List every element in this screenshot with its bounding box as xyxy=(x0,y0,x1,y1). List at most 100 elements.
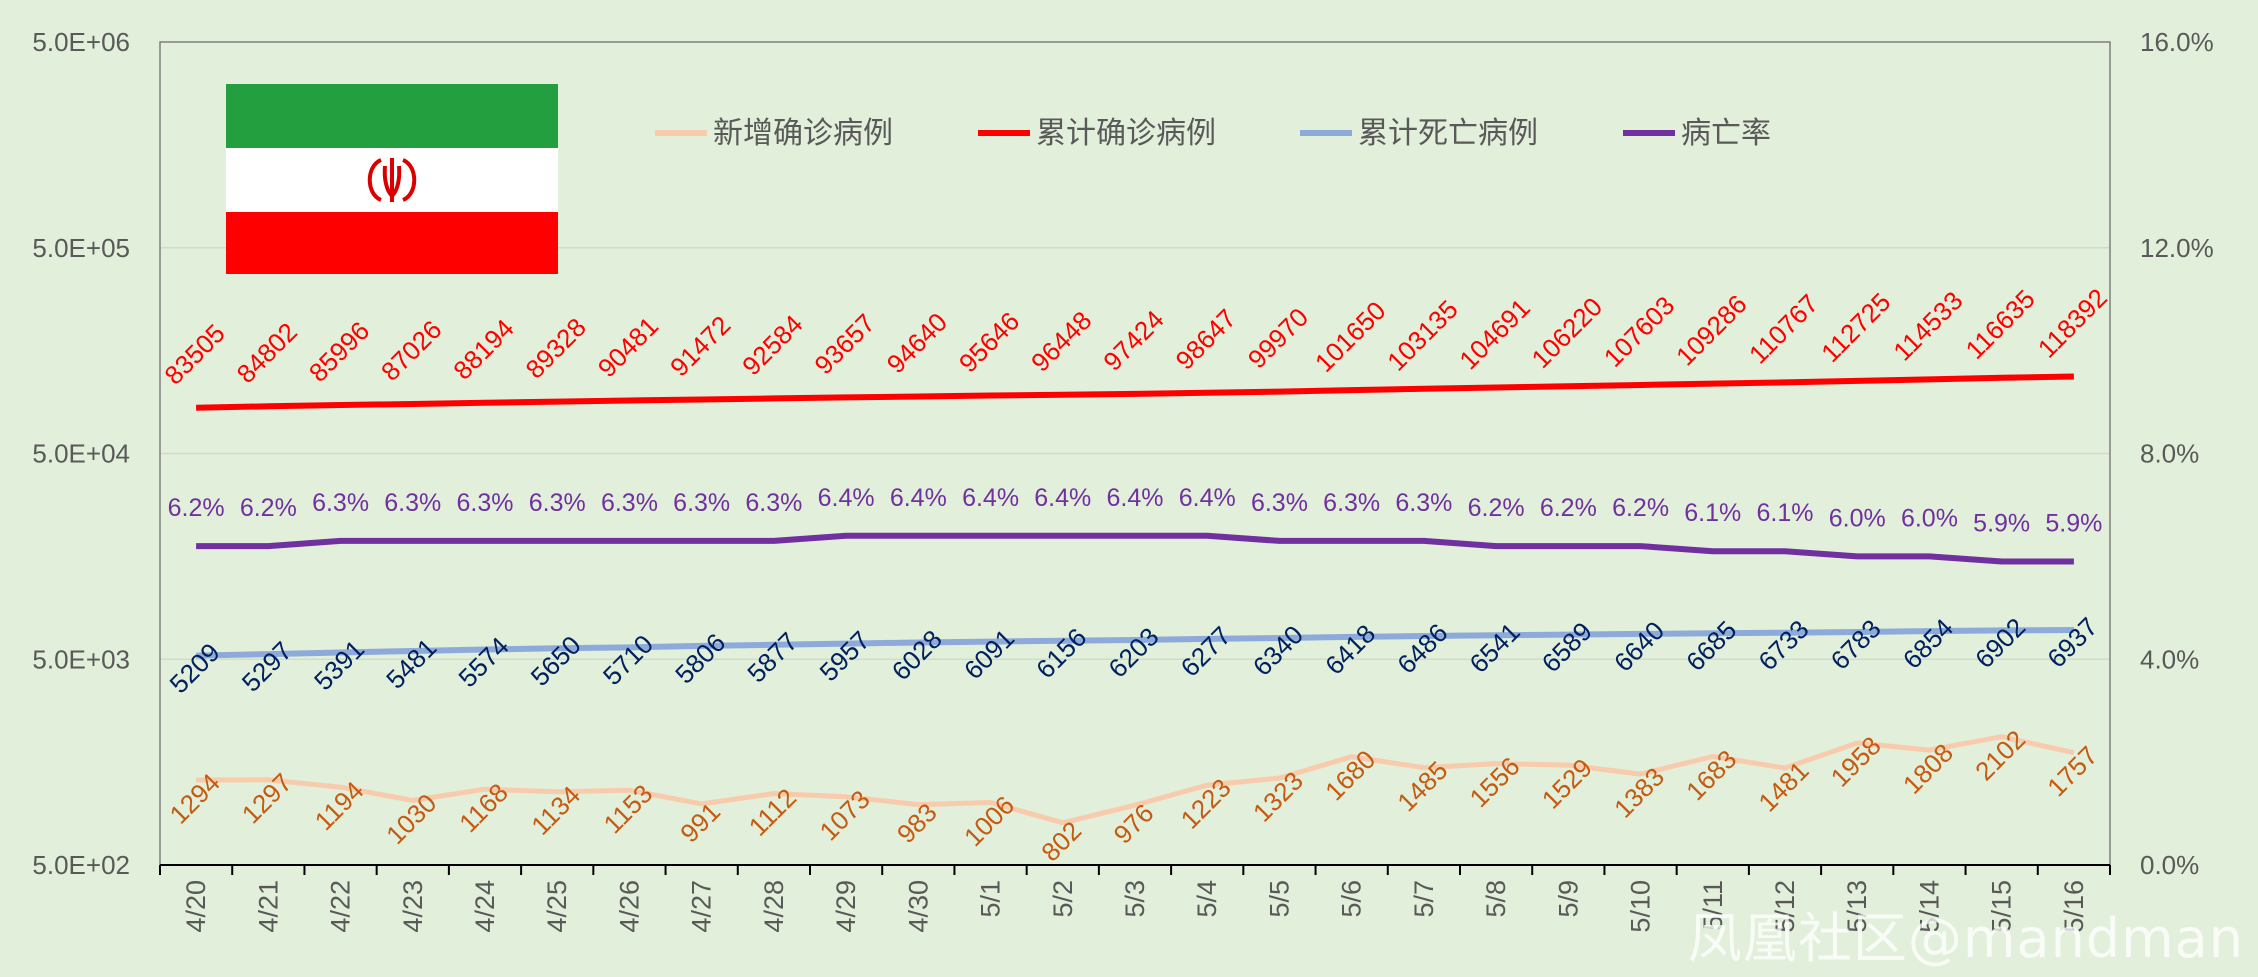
x-axis-tick-label: 5/9 xyxy=(1553,880,1583,918)
data-label-s2-14: 97424 xyxy=(1097,304,1169,376)
data-label-s4-18: 6.3% xyxy=(1395,489,1452,517)
data-label-s3-1: 5209 xyxy=(164,637,226,699)
x-axis-tick-label: 4/26 xyxy=(614,880,644,933)
data-label-s3-9: 5877 xyxy=(741,626,803,688)
data-label-s3-16: 6340 xyxy=(1247,619,1309,681)
data-label-s4-1: 6.2% xyxy=(168,494,225,522)
data-label-s2-11: 94640 xyxy=(881,307,953,379)
data-label-s4-24: 6.0% xyxy=(1829,504,1886,532)
data-label-s2-12: 95646 xyxy=(953,306,1025,378)
data-label-s2-19: 104691 xyxy=(1453,293,1536,376)
data-label-s3-11: 6028 xyxy=(886,624,948,686)
left-axis: 5.0E+02 5.0E+03 5.0E+04 5.0E+05 5.0E+06 xyxy=(32,27,130,880)
data-label-s1-13: 802 xyxy=(1035,815,1087,867)
data-label-s2-9: 92584 xyxy=(736,309,808,381)
data-label-s2-25: 114533 xyxy=(1887,285,1968,366)
data-label-s1-8: 991 xyxy=(674,796,726,848)
x-axis-tick-label: 5/16 xyxy=(2059,880,2089,933)
data-label-s3-8: 5806 xyxy=(669,627,731,689)
x-axis-tick-label: 4/25 xyxy=(542,880,572,933)
x-axis-tick-label: 4/28 xyxy=(759,880,789,933)
data-label-s1-20: 1529 xyxy=(1536,753,1598,815)
x-axis-tick-label: 5/4 xyxy=(1192,880,1222,918)
flag-emblem-icon xyxy=(367,158,417,202)
data-label-s2-16: 99970 xyxy=(1242,302,1314,374)
x-axis-tick-label: 5/3 xyxy=(1120,880,1150,918)
data-label-s1-12: 1006 xyxy=(958,790,1020,852)
left-axis-tick-label: 5.0E+03 xyxy=(32,644,130,674)
legend: 新增确诊病例 累计确诊病例 累计死亡病例 病亡率 xyxy=(655,116,1771,151)
series-line-1 xyxy=(196,734,2075,826)
data-label-s1-5: 1168 xyxy=(453,777,514,838)
x-axis-tick-label: 5/15 xyxy=(1987,880,2017,933)
flag-green-stripe xyxy=(226,84,558,148)
data-label-s1-7: 1153 xyxy=(598,778,659,839)
data-label-s4-23: 6.1% xyxy=(1757,499,1814,527)
x-axis-tick-label: 4/23 xyxy=(398,880,428,933)
data-label-s4-12: 6.4% xyxy=(962,484,1019,512)
data-label-s4-2: 6.2% xyxy=(240,494,297,522)
x-axis-tick-label: 4/24 xyxy=(470,880,500,933)
series-line-2 xyxy=(196,373,2074,411)
data-label-s3-15: 6277 xyxy=(1175,620,1237,682)
legend-label-4: 病亡率 xyxy=(1681,116,1771,151)
data-label-s2-18: 103135 xyxy=(1381,294,1464,377)
flag-red-stripe xyxy=(226,212,558,274)
data-label-s4-14: 6.4% xyxy=(1107,484,1164,512)
x-axis-tick-label: 4/21 xyxy=(253,880,283,933)
data-label-s1-14: 976 xyxy=(1108,798,1160,850)
data-label-s3-13: 6156 xyxy=(1030,622,1092,684)
data-label-s4-16: 6.3% xyxy=(1251,489,1308,517)
x-axis-tick-label: 4/29 xyxy=(831,880,861,933)
data-label-s4-22: 6.1% xyxy=(1684,499,1741,527)
data-label-s3-4: 5481 xyxy=(380,632,442,694)
x-axis-tick-label: 5/1 xyxy=(976,880,1006,918)
data-label-s4-13: 6.4% xyxy=(1034,484,1091,512)
data-label-s3-20: 6589 xyxy=(1536,616,1598,678)
data-label-s4-10: 6.4% xyxy=(818,484,875,512)
data-label-s3-21: 6640 xyxy=(1608,615,1670,677)
x-axis-tick-label: 4/20 xyxy=(181,880,211,933)
data-label-s2-21: 107603 xyxy=(1598,290,1681,373)
data-label-s4-26: 5.9% xyxy=(1973,510,2030,538)
data-label-s2-6: 89328 xyxy=(520,312,592,384)
right-axis-tick-label: 16.0% xyxy=(2140,27,2214,57)
right-axis-tick-label: 12.0% xyxy=(2140,233,2214,263)
x-axis: 4/20 4/21 4/22 4/23 4/24 4/25 4/26 4/27 4/28 4/29… xyxy=(159,864,2111,933)
data-label-s4-19: 6.2% xyxy=(1468,494,1525,522)
data-label-s1-19: 1556 xyxy=(1464,751,1526,813)
series-line-4 xyxy=(196,532,2074,565)
data-label-s3-26: 6902 xyxy=(1969,612,2031,674)
data-label-s2-26: 116635 xyxy=(1960,284,2041,365)
data-label-s4-27: 5.9% xyxy=(2045,510,2102,538)
series-lines xyxy=(196,373,2075,826)
data-label-s2-5: 88194 xyxy=(447,313,519,385)
data-label-s4-6: 6.3% xyxy=(529,489,586,517)
data-label-s2-2: 84802 xyxy=(231,317,303,389)
x-axis-tick-label: 5/8 xyxy=(1481,880,1511,918)
watermark: 凤凰社区@mandman xyxy=(1687,907,2244,970)
data-label-s3-24: 6783 xyxy=(1825,613,1887,675)
data-label-s2-15: 98647 xyxy=(1170,303,1242,375)
x-axis-tick-label: 4/30 xyxy=(903,880,933,933)
data-label-s2-3: 85996 xyxy=(303,315,375,387)
data-label-s3-6: 5650 xyxy=(525,630,587,692)
data-label-s3-18: 6486 xyxy=(1391,617,1453,679)
data-label-s3-25: 6854 xyxy=(1897,613,1959,675)
x-axis-tick-label: 5/10 xyxy=(1626,880,1656,933)
data-label-s4-8: 6.3% xyxy=(673,489,730,517)
data-label-s4-3: 6.3% xyxy=(312,489,369,517)
data-label-s4-5: 6.3% xyxy=(457,489,514,517)
data-label-s3-2: 5297 xyxy=(236,636,298,698)
left-axis-tick-label: 5.0E+04 xyxy=(32,439,130,469)
legend-label-1: 新增确诊病例 xyxy=(713,116,893,151)
data-label-s4-21: 6.2% xyxy=(1612,494,1669,522)
data-label-s3-19: 6541 xyxy=(1464,617,1526,679)
data-label-s2-23: 110767 xyxy=(1743,288,1824,369)
data-label-s3-27: 6937 xyxy=(2041,611,2103,673)
left-axis-tick-label: 5.0E+02 xyxy=(32,850,130,880)
data-label-s1-17: 1680 xyxy=(1319,744,1381,806)
data-label-s3-23: 6733 xyxy=(1752,614,1814,676)
data-label-s1-2: 1297 xyxy=(236,767,298,829)
